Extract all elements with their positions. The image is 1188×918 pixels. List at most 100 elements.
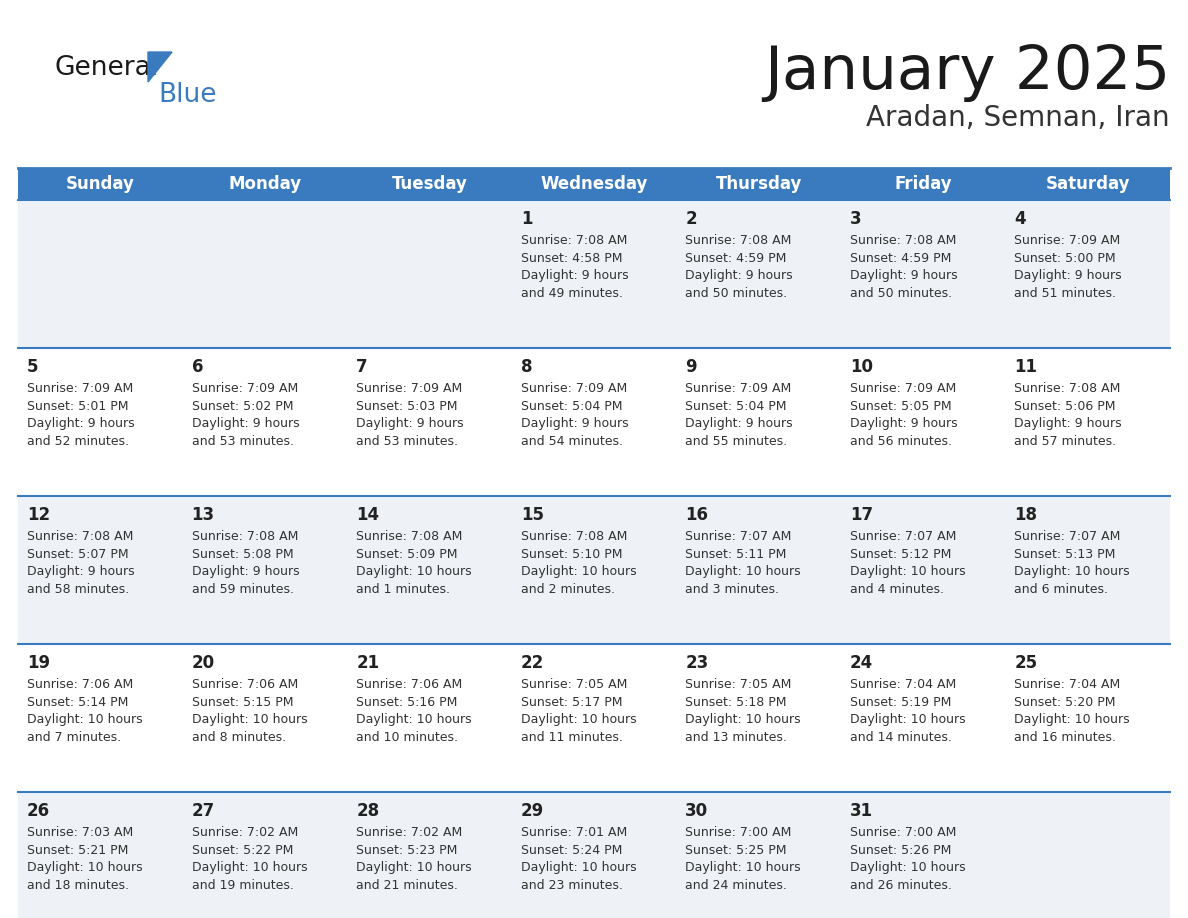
Bar bbox=[183, 200, 347, 348]
Text: Sunrise: 7:08 AM: Sunrise: 7:08 AM bbox=[685, 234, 791, 247]
Text: 1: 1 bbox=[520, 210, 532, 228]
Text: 16: 16 bbox=[685, 506, 708, 524]
Text: Sunset: 5:06 PM: Sunset: 5:06 PM bbox=[1015, 399, 1116, 412]
Text: Tuesday: Tuesday bbox=[392, 175, 467, 193]
Text: Daylight: 9 hours: Daylight: 9 hours bbox=[356, 417, 463, 431]
Text: 12: 12 bbox=[27, 506, 50, 524]
Text: and 11 minutes.: and 11 minutes. bbox=[520, 731, 623, 744]
Text: Sunset: 5:18 PM: Sunset: 5:18 PM bbox=[685, 696, 786, 709]
Text: Sunrise: 7:06 AM: Sunrise: 7:06 AM bbox=[191, 678, 298, 691]
Polygon shape bbox=[148, 52, 172, 82]
Text: and 8 minutes.: and 8 minutes. bbox=[191, 731, 285, 744]
Bar bbox=[347, 496, 512, 644]
Bar bbox=[347, 644, 512, 792]
Bar bbox=[512, 200, 676, 348]
Text: Sunrise: 7:07 AM: Sunrise: 7:07 AM bbox=[849, 530, 956, 543]
Text: Daylight: 10 hours: Daylight: 10 hours bbox=[685, 861, 801, 874]
Text: Sunrise: 7:08 AM: Sunrise: 7:08 AM bbox=[849, 234, 956, 247]
Text: and 6 minutes.: and 6 minutes. bbox=[1015, 583, 1108, 596]
Text: and 55 minutes.: and 55 minutes. bbox=[685, 435, 788, 448]
Text: Sunrise: 7:09 AM: Sunrise: 7:09 AM bbox=[1015, 234, 1120, 247]
Text: and 49 minutes.: and 49 minutes. bbox=[520, 286, 623, 300]
Text: and 18 minutes.: and 18 minutes. bbox=[27, 879, 129, 891]
Text: Sunrise: 7:07 AM: Sunrise: 7:07 AM bbox=[1015, 530, 1120, 543]
Text: 5: 5 bbox=[27, 358, 38, 376]
Text: 21: 21 bbox=[356, 654, 379, 672]
Text: Sunset: 5:12 PM: Sunset: 5:12 PM bbox=[849, 548, 952, 561]
Text: 10: 10 bbox=[849, 358, 873, 376]
Text: 8: 8 bbox=[520, 358, 532, 376]
Text: Daylight: 10 hours: Daylight: 10 hours bbox=[849, 861, 966, 874]
Text: Daylight: 9 hours: Daylight: 9 hours bbox=[520, 269, 628, 282]
Bar bbox=[18, 644, 183, 792]
Text: Daylight: 10 hours: Daylight: 10 hours bbox=[191, 861, 308, 874]
Text: Daylight: 10 hours: Daylight: 10 hours bbox=[849, 713, 966, 726]
Text: Sunset: 5:02 PM: Sunset: 5:02 PM bbox=[191, 399, 293, 412]
Bar bbox=[841, 348, 1005, 496]
Bar bbox=[347, 792, 512, 918]
Bar bbox=[841, 644, 1005, 792]
Text: Daylight: 10 hours: Daylight: 10 hours bbox=[356, 565, 472, 578]
Text: Wednesday: Wednesday bbox=[541, 175, 647, 193]
Text: Daylight: 10 hours: Daylight: 10 hours bbox=[685, 713, 801, 726]
Text: 25: 25 bbox=[1015, 654, 1037, 672]
Bar bbox=[841, 792, 1005, 918]
Text: and 16 minutes.: and 16 minutes. bbox=[1015, 731, 1117, 744]
Text: 29: 29 bbox=[520, 802, 544, 820]
Text: Sunset: 5:19 PM: Sunset: 5:19 PM bbox=[849, 696, 952, 709]
Text: 2: 2 bbox=[685, 210, 697, 228]
Text: and 26 minutes.: and 26 minutes. bbox=[849, 879, 952, 891]
Text: Sunset: 5:22 PM: Sunset: 5:22 PM bbox=[191, 844, 293, 856]
Text: Sunset: 5:01 PM: Sunset: 5:01 PM bbox=[27, 399, 128, 412]
Text: and 7 minutes.: and 7 minutes. bbox=[27, 731, 121, 744]
Text: 9: 9 bbox=[685, 358, 697, 376]
Text: Daylight: 10 hours: Daylight: 10 hours bbox=[191, 713, 308, 726]
Text: and 4 minutes.: and 4 minutes. bbox=[849, 583, 943, 596]
Bar bbox=[1005, 168, 1170, 200]
Text: Daylight: 10 hours: Daylight: 10 hours bbox=[520, 861, 637, 874]
Text: and 57 minutes.: and 57 minutes. bbox=[1015, 435, 1117, 448]
Bar bbox=[841, 200, 1005, 348]
Text: Sunset: 5:16 PM: Sunset: 5:16 PM bbox=[356, 696, 457, 709]
Text: and 58 minutes.: and 58 minutes. bbox=[27, 583, 129, 596]
Text: 14: 14 bbox=[356, 506, 379, 524]
Text: and 59 minutes.: and 59 minutes. bbox=[191, 583, 293, 596]
Text: Sunset: 5:17 PM: Sunset: 5:17 PM bbox=[520, 696, 623, 709]
Text: and 51 minutes.: and 51 minutes. bbox=[1015, 286, 1117, 300]
Text: Sunset: 5:23 PM: Sunset: 5:23 PM bbox=[356, 844, 457, 856]
Text: 31: 31 bbox=[849, 802, 873, 820]
Text: 20: 20 bbox=[191, 654, 215, 672]
Text: Sunset: 5:04 PM: Sunset: 5:04 PM bbox=[685, 399, 786, 412]
Text: Sunrise: 7:07 AM: Sunrise: 7:07 AM bbox=[685, 530, 791, 543]
Text: 4: 4 bbox=[1015, 210, 1026, 228]
Text: Sunset: 5:20 PM: Sunset: 5:20 PM bbox=[1015, 696, 1116, 709]
Text: Daylight: 9 hours: Daylight: 9 hours bbox=[191, 565, 299, 578]
Text: Sunset: 5:13 PM: Sunset: 5:13 PM bbox=[1015, 548, 1116, 561]
Text: Sunset: 4:58 PM: Sunset: 4:58 PM bbox=[520, 252, 623, 264]
Bar bbox=[512, 168, 676, 200]
Text: Daylight: 9 hours: Daylight: 9 hours bbox=[1015, 417, 1121, 431]
Bar bbox=[676, 496, 841, 644]
Text: and 50 minutes.: and 50 minutes. bbox=[849, 286, 952, 300]
Text: Sunset: 5:09 PM: Sunset: 5:09 PM bbox=[356, 548, 457, 561]
Bar bbox=[18, 792, 183, 918]
Text: Sunday: Sunday bbox=[65, 175, 134, 193]
Text: Sunrise: 7:08 AM: Sunrise: 7:08 AM bbox=[520, 234, 627, 247]
Text: 7: 7 bbox=[356, 358, 368, 376]
Text: Daylight: 9 hours: Daylight: 9 hours bbox=[1015, 269, 1121, 282]
Text: and 54 minutes.: and 54 minutes. bbox=[520, 435, 623, 448]
Text: Daylight: 10 hours: Daylight: 10 hours bbox=[685, 565, 801, 578]
Text: Sunset: 5:03 PM: Sunset: 5:03 PM bbox=[356, 399, 457, 412]
Text: Daylight: 10 hours: Daylight: 10 hours bbox=[1015, 565, 1130, 578]
Text: and 2 minutes.: and 2 minutes. bbox=[520, 583, 614, 596]
Text: 6: 6 bbox=[191, 358, 203, 376]
Text: Sunset: 5:08 PM: Sunset: 5:08 PM bbox=[191, 548, 293, 561]
Bar bbox=[347, 348, 512, 496]
Text: Daylight: 9 hours: Daylight: 9 hours bbox=[685, 417, 792, 431]
Text: and 23 minutes.: and 23 minutes. bbox=[520, 879, 623, 891]
Text: Sunrise: 7:05 AM: Sunrise: 7:05 AM bbox=[520, 678, 627, 691]
Bar bbox=[18, 168, 183, 200]
Bar bbox=[676, 792, 841, 918]
Text: 23: 23 bbox=[685, 654, 708, 672]
Bar bbox=[676, 644, 841, 792]
